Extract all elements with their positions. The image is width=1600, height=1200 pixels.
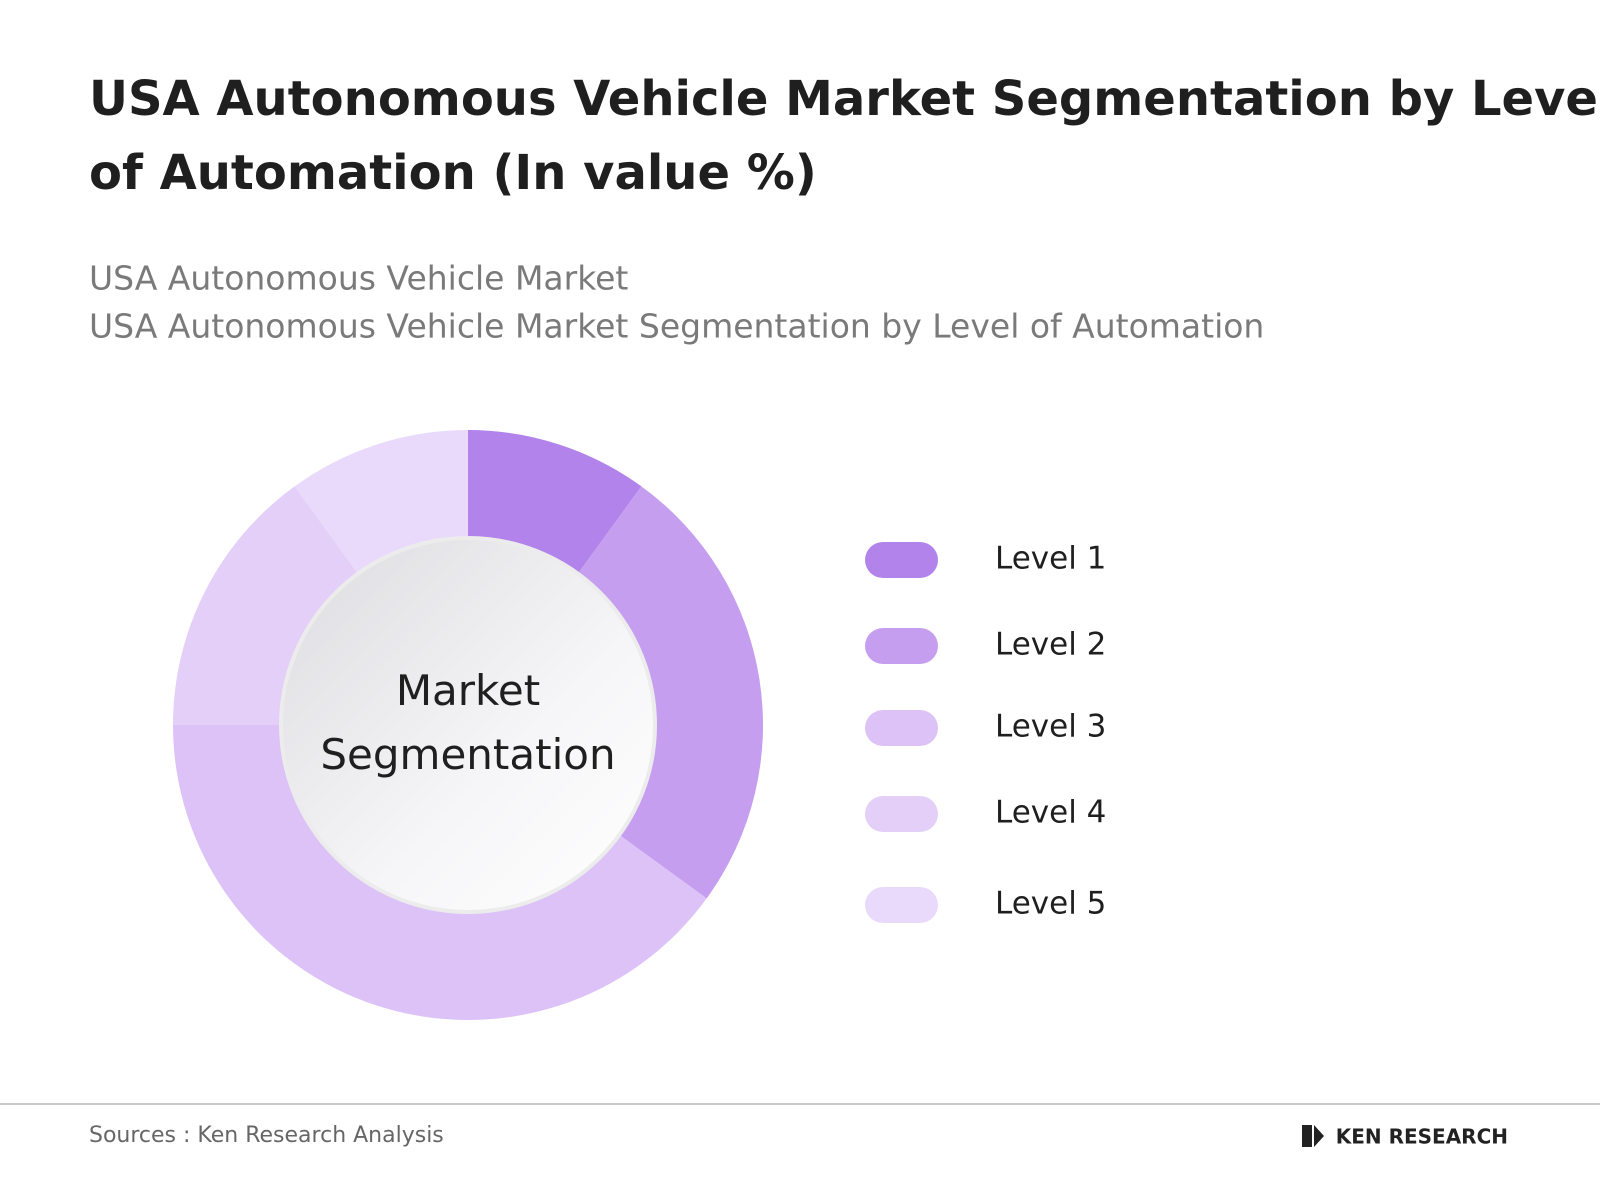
logo-icon [1302, 1125, 1324, 1147]
legend-label: Level 5 [995, 886, 1106, 922]
legend-swatch [865, 887, 938, 923]
center-label: Market Segmentation [320, 666, 615, 779]
chart-title: USA Autonomous Vehicle Market Segmentati… [89, 71, 1600, 201]
legend-swatch [865, 628, 938, 664]
legend-swatch [865, 542, 938, 578]
center-circle [279, 536, 657, 914]
legend-swatch [865, 710, 938, 746]
subtitle: USA Autonomous Vehicle Market [89, 259, 628, 298]
legend-label: Level 1 [995, 541, 1106, 577]
legend: Level 1 Level 2 Level 3 Level 4 Level 5 [865, 541, 1106, 923]
legend-label: Level 3 [995, 709, 1106, 745]
subtitle: USA Autonomous Vehicle Market Segmentati… [89, 307, 1264, 346]
legend-label: Level 4 [995, 795, 1106, 831]
legend-label: Level 2 [995, 627, 1106, 663]
logo: KEN RESEARCH [1336, 1125, 1508, 1149]
source: Sources : Ken Research Analysis [89, 1123, 444, 1148]
legend-swatch [865, 796, 938, 832]
